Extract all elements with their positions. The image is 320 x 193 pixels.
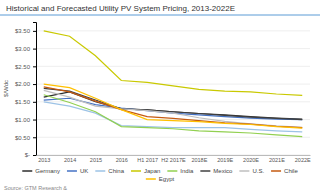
x-tick: 2013: [38, 157, 50, 163]
y-tick: $3.50: [15, 28, 36, 34]
y-axis-line: [33, 23, 37, 156]
y-tick-label: $3.00: [15, 46, 31, 52]
y-tick-mark: [33, 155, 36, 156]
legend-item: Japan: [131, 168, 160, 174]
grid-line: [36, 101, 310, 102]
y-tick: $3.00: [15, 46, 36, 52]
y-tick: $2.50: [15, 64, 36, 70]
lines: [44, 31, 302, 137]
legend-label: Japan: [144, 168, 160, 174]
x-tick-label: 2018E: [191, 157, 207, 163]
legend-label: India: [180, 168, 194, 174]
y-tick-label: $2.50: [15, 64, 31, 70]
source-note: Source: GTM Research &: [4, 185, 67, 191]
y-tick-label: $-: [25, 152, 30, 158]
legend-item: UK: [67, 168, 88, 174]
grid-line: [36, 137, 310, 138]
legend-swatch: [22, 170, 32, 172]
legend-item: India: [167, 168, 194, 174]
x-tick-label: 2019E: [217, 157, 233, 163]
x-axis: 2013 2014 2015 2016 H1 2017H2 2017E 2018E 2019…: [37, 156, 312, 163]
chart: Historical and Forecasted Utility PV Sys…: [0, 0, 320, 193]
legend-item: U.S.: [239, 168, 264, 174]
legend-swatch: [271, 170, 281, 172]
legend-label: Egypt: [159, 176, 175, 182]
grid-line: [36, 84, 310, 85]
y-tick-mark: [33, 137, 36, 138]
x-tick-label: 2021E: [269, 157, 285, 163]
x-tick-label: H1 2017: [137, 157, 158, 163]
legend-swatch: [95, 170, 105, 172]
legend-swatch: [146, 178, 156, 180]
title: Historical and Forecasted Utility PV Sys…: [6, 4, 235, 13]
legend: Germany UK China Japan India Mexico U.S. Chile E…: [22, 168, 298, 182]
legend-item: Chile: [271, 168, 298, 174]
series-line: [44, 84, 302, 128]
y-tick-label: $0.50: [15, 135, 31, 141]
legend-swatch: [67, 170, 77, 172]
y-tick-label: $1.00: [15, 117, 31, 123]
x-tick: 2019E: [217, 157, 233, 163]
y-tick: $-: [25, 152, 36, 158]
legend-swatch: [131, 170, 141, 172]
legend-label: Germany: [35, 168, 60, 174]
y-tick-mark: [33, 66, 36, 67]
series-line: [44, 95, 302, 137]
legend-swatch: [200, 170, 210, 172]
series-line: [44, 102, 302, 132]
legend-item: Germany: [22, 168, 60, 174]
legend-label: Chile: [284, 168, 298, 174]
x-tick-label: H2 2017E: [161, 157, 186, 163]
legend-item: Mexico: [200, 168, 233, 174]
x-tick: H1 2017: [137, 157, 158, 163]
legend-label: Mexico: [213, 168, 233, 174]
grid-line: [36, 66, 310, 67]
x-tick-label: 2016: [116, 157, 128, 163]
legend-swatch: [167, 170, 177, 172]
y-tick-label: $1.50: [15, 99, 31, 105]
y-tick: $2.00: [15, 81, 36, 87]
x-tick-label: 2022E: [295, 157, 311, 163]
x-tick-label: 2014: [64, 157, 76, 163]
grid-line: [36, 30, 310, 31]
x-tick: 2016: [116, 157, 128, 163]
x-tick: 2015: [90, 157, 102, 163]
legend-label: UK: [80, 168, 88, 174]
y-tick-mark: [33, 84, 36, 85]
legend-item: China: [95, 168, 124, 174]
grid-line: [36, 48, 310, 49]
x-tick-label: 2013: [38, 157, 50, 163]
legend-item: Egypt: [146, 176, 175, 182]
y-tick-mark: [33, 31, 36, 32]
y-tick-mark: [33, 102, 36, 103]
y-tick-mark: [33, 49, 36, 50]
x-tick: 2020E: [243, 157, 259, 163]
x-tick: 2018E: [191, 157, 207, 163]
x-tick-label: 2015: [90, 157, 102, 163]
legend-label: China: [108, 168, 124, 174]
y-axis: $- $0.50 $1.00 $1.50 $2.00 $2.50 $3.00 $3.50: [15, 23, 37, 159]
legend-label: U.S.: [252, 168, 264, 174]
title-underline: [0, 15, 320, 16]
series-line: [44, 31, 302, 96]
y-tick-label: $3.50: [15, 28, 31, 34]
y-tick: $1.00: [15, 117, 36, 123]
y-tick: $0.50: [15, 135, 36, 141]
grid-line: [36, 155, 310, 156]
y-tick-mark: [33, 120, 36, 121]
y-axis-title: $/Wdc: [3, 80, 9, 97]
x-tick: H2 2017E: [161, 157, 186, 163]
x-tick: 2014: [64, 157, 76, 163]
grid: [36, 31, 310, 155]
legend-swatch: [239, 170, 249, 172]
y-tick-label: $2.00: [15, 81, 31, 87]
y-tick: $1.50: [15, 99, 36, 105]
x-tick: 2022E: [295, 157, 311, 163]
x-tick-label: 2020E: [243, 157, 259, 163]
x-axis-line: [37, 155, 311, 156]
x-tick: 2021E: [269, 157, 285, 163]
